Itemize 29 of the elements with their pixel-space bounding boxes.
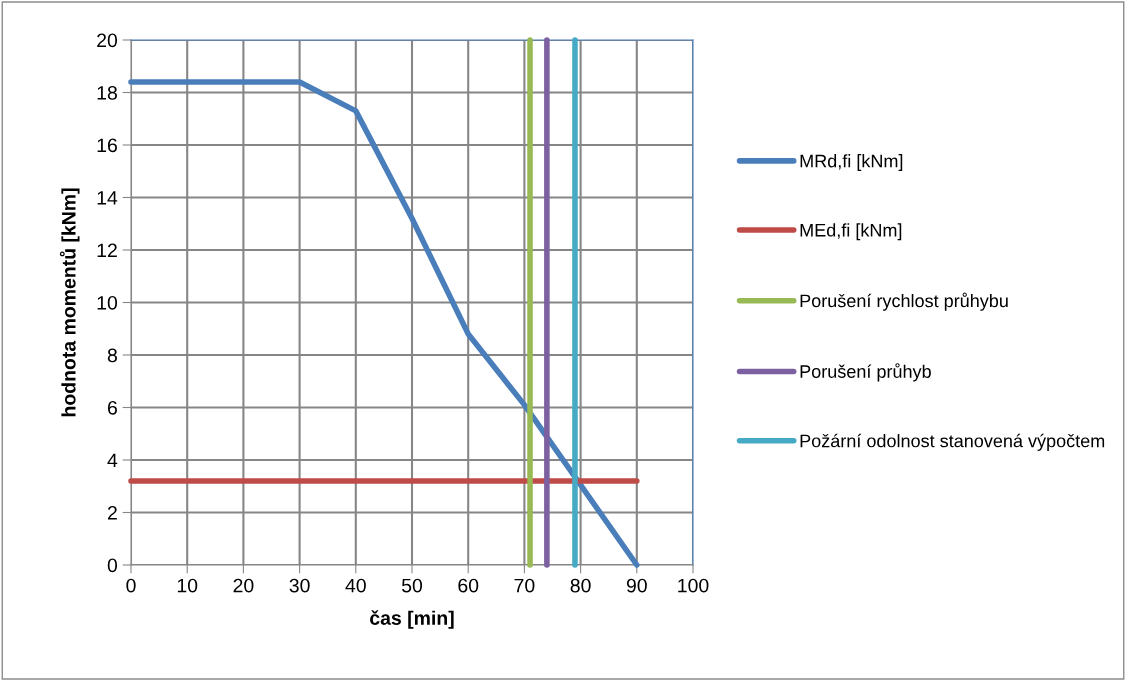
x-tick-label: 50: [401, 578, 423, 593]
y-tick-label: 4: [107, 453, 118, 468]
x-tick-label: 20: [233, 578, 254, 593]
y-tick-label: 0: [107, 558, 118, 573]
y-tick-label: 12: [97, 243, 117, 258]
x-tick-label: 0: [126, 578, 136, 593]
legend-label: Porušení rychlost průhybu: [800, 292, 1008, 311]
x-tick-label: 100: [678, 578, 709, 593]
y-tick-label: 2: [107, 505, 117, 520]
y-tick-label: 10: [97, 295, 118, 310]
x-tick-label: 80: [570, 578, 591, 593]
legend-label: Požární odolnost stanovená výpočtem: [800, 433, 1105, 451]
x-tick-label: 90: [626, 578, 647, 593]
x-tick-label: 60: [458, 578, 479, 593]
y-tick-label: 16: [97, 138, 117, 153]
x-tick-label: 70: [514, 578, 535, 593]
y-tick-label: 14: [97, 191, 118, 205]
x-tick-label: 10: [177, 578, 198, 593]
x-axis-title: čas [min]: [370, 610, 454, 629]
y-tick-label: 20: [97, 33, 118, 48]
y-tick-label: 8: [107, 348, 117, 363]
x-tick-label: 40: [345, 578, 366, 593]
y-tick-label: 18: [97, 85, 117, 100]
legend-label: MRd,fi [kNm]: [800, 154, 903, 171]
y-axis-title: hodnota momentů [kNm]: [59, 188, 80, 417]
legend-label: Porušení průhyb: [800, 363, 931, 382]
y-tick-label: 6: [107, 400, 117, 415]
legend-label: MEd,fi [kNm]: [800, 223, 902, 241]
x-tick-label: 30: [289, 578, 310, 593]
